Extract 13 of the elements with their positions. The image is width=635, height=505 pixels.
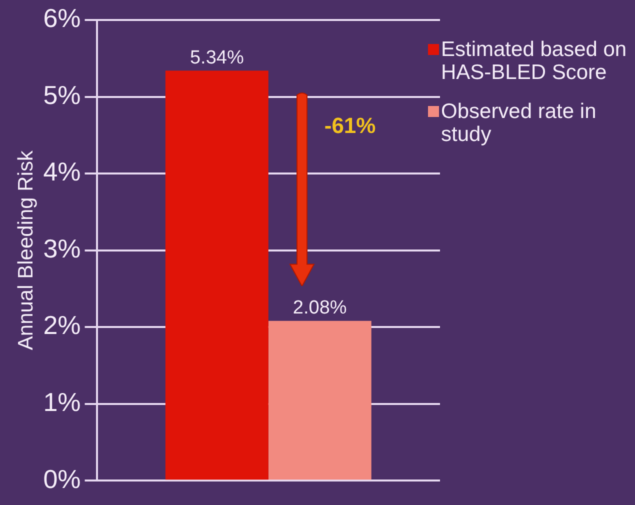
annotation: -61%	[324, 113, 376, 140]
y-tick-label: 3%	[43, 233, 81, 264]
y-tick-label: 2%	[43, 310, 81, 340]
y-tick-label: 5%	[43, 80, 81, 110]
legend-label: Estimated based on HAS-BLED Score	[441, 38, 628, 84]
legend-label: Observed rate in study	[441, 100, 598, 146]
y-tick-label: 1%	[43, 387, 81, 418]
y-axis-title: Annual Bleeding Risk	[14, 150, 38, 350]
data-label: 5.34%	[190, 47, 244, 68]
y-tick-label: 0%	[43, 464, 81, 494]
data-label: 2.08%	[292, 298, 347, 319]
y-tick-label: 4%	[43, 156, 81, 187]
y-tick-label: 6%	[43, 3, 81, 34]
